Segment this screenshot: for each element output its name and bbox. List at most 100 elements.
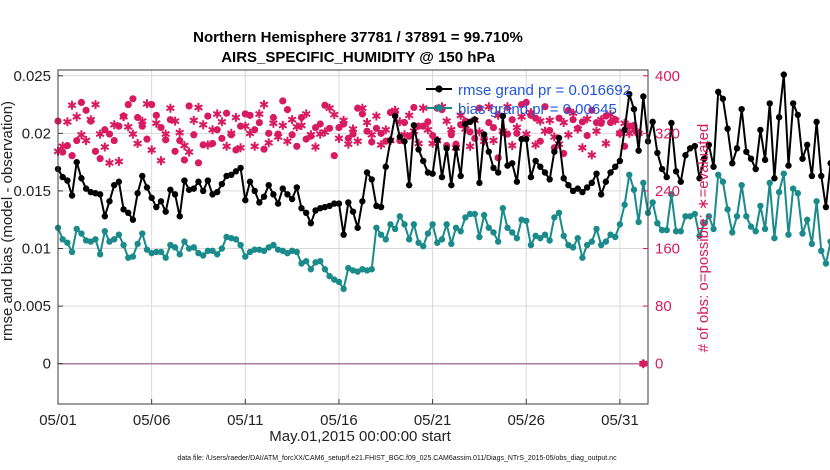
obs-possible-point-104 [541, 103, 549, 111]
bias-series-point-72 [391, 225, 399, 233]
rmse-series-point-152 [766, 100, 773, 107]
rmse-series-point-132 [672, 168, 680, 175]
rmse-series-point-54 [307, 219, 315, 227]
bias-series-point-33 [209, 247, 216, 255]
bias-series-point-81 [434, 239, 441, 246]
bias-series-point-31 [199, 252, 207, 259]
obs-evaluated-point-70 [381, 125, 391, 135]
obs-evaluated-point-115 [592, 126, 601, 136]
bias-series-point-142 [719, 178, 727, 185]
obs-possible-point-5 [77, 98, 86, 106]
rmse-series-point-151 [761, 156, 769, 164]
bias-series-point-127 [649, 199, 656, 206]
obs-possible-point-65 [358, 110, 366, 118]
obs-possible-point-33 [208, 139, 217, 148]
bias-series-point-44 [260, 247, 268, 255]
obs-evaluated-point-7 [86, 115, 96, 125]
rmse-series-point-98 [513, 178, 521, 185]
bias-series-point-158 [794, 190, 802, 197]
obs-possible-point-25 [171, 147, 179, 155]
chart-title-line-2: AIRS_SPECIFIC_HUMIDITY @ 150 hPa [221, 49, 495, 66]
obs-evaluated-point-12 [109, 120, 119, 130]
bias-series-point-4 [73, 225, 80, 233]
rmse-series-point-125 [640, 93, 647, 100]
bias-series-point-2 [64, 239, 71, 246]
rmse-series-point-130 [663, 173, 670, 181]
obs-evaluated-point-63 [348, 124, 358, 134]
x-tick-label-0: 05/01 [39, 412, 77, 429]
chart-title-line-1: Northern Hemisphere 37781 / 37891 = 99.7… [193, 29, 523, 46]
bias-series-point-86 [457, 228, 464, 235]
x-axis-label: May.01,2015 00:00:00 start [269, 428, 451, 445]
bias-series-point-38 [232, 236, 240, 243]
bias-series-point-17 [134, 240, 141, 248]
rmse-series-point-61 [340, 231, 347, 238]
rmse-series-point-146 [738, 105, 745, 113]
obs-possible-point-90 [475, 104, 484, 112]
rmse-series-point-40 [242, 196, 249, 204]
rmse-series-point-60 [335, 200, 343, 207]
obs-evaluated-point-20 [147, 145, 157, 155]
rmse-series-point-77 [415, 146, 422, 153]
obs-possible-point-51 [293, 142, 301, 150]
rmse-series-point-139 [705, 141, 713, 149]
obs-evaluated-point-39 [236, 143, 245, 153]
bias-series-point-128 [654, 219, 661, 227]
y-left-tick-label-4: 0.02 [22, 125, 51, 142]
obs-evaluated-point-32 [203, 140, 213, 150]
y-left-tick-label-0: 0 [43, 356, 51, 373]
obs-evaluated-point-57 [320, 127, 330, 137]
bias-series-point-46 [270, 241, 277, 249]
rmse-series-point-83 [443, 145, 450, 152]
bias-series-point-67 [368, 266, 375, 273]
rmse-series-point-164 [822, 203, 830, 211]
obs-evaluated-point-110 [568, 108, 578, 118]
bias-series-point-75 [405, 236, 413, 243]
obs-possible-point-24 [166, 116, 174, 124]
bias-series-point-156 [785, 231, 792, 238]
obs-possible-point-6 [82, 106, 90, 114]
rmse-series-point-100 [523, 135, 530, 143]
obs-possible-point-76 [410, 103, 418, 112]
obs-evaluated-point-4 [72, 112, 82, 122]
obs-evaluated-point-44 [259, 100, 269, 110]
y-right-tick-label-0: 0 [655, 356, 663, 373]
y-right-tick-label-5: 400 [655, 68, 680, 85]
rmse-series-point-26 [176, 213, 183, 220]
obs-evaluated-point-35 [217, 117, 227, 127]
rmse-series-point-147 [743, 148, 750, 155]
obs-possible-point-35 [218, 134, 226, 142]
rmse-series-point-85 [452, 145, 460, 152]
rmse-series-point-92 [485, 148, 492, 155]
rmse-series-point-109 [565, 181, 572, 189]
y-axis-left-label: rmse and bias (model - observation) [0, 101, 16, 341]
rmse-series-point-39 [237, 164, 244, 172]
bias-series-point-78 [420, 243, 427, 250]
bias-series-point-107 [555, 209, 563, 217]
obs-possible-point-19 [143, 135, 151, 143]
plot-frame [57, 69, 649, 405]
obs-possible-point-31 [199, 141, 207, 149]
rmse-series-point-120 [616, 157, 624, 165]
bias-series-point-82 [438, 236, 446, 243]
rmse-series-point-51 [293, 184, 301, 191]
bias-series-point-88 [466, 210, 474, 218]
bias-series-point-137 [696, 232, 703, 240]
bias-series-point-27 [181, 238, 188, 245]
rmse-series-point-93 [490, 164, 497, 172]
obs-possible-point-11 [105, 130, 114, 138]
obs-evaluated-point-3 [67, 100, 77, 110]
obs-evaluated-point-78 [418, 103, 428, 113]
rmse-series-point-15 [125, 209, 132, 217]
rmse-series-point-136 [691, 142, 699, 150]
bias-series-point-130 [663, 226, 670, 234]
legend-rmse-marker [435, 85, 443, 93]
obs-possible-point-114 [588, 106, 596, 114]
obs-possible-point-94 [494, 154, 502, 162]
obs-possible-point-62 [344, 134, 352, 142]
obs-evaluated-point-18 [137, 116, 147, 126]
obs-evaluated-point-114 [587, 150, 597, 160]
obs-possible-point-39 [237, 122, 245, 130]
rmse-series-point-155 [780, 71, 787, 78]
